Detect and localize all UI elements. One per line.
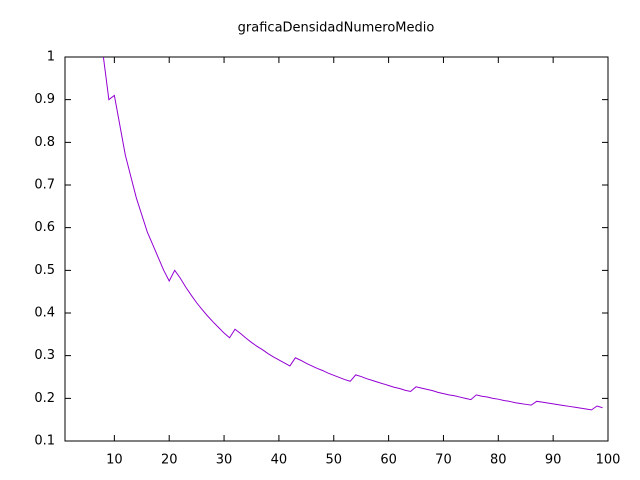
x-tick-label: 20 (161, 453, 178, 468)
x-tick-label: 60 (380, 453, 397, 468)
chart-title: graficaDensidadNumeroMedio (238, 21, 435, 36)
plot-border (64, 56, 609, 442)
x-tick-label: 80 (490, 453, 507, 468)
x-tick-label: 100 (596, 453, 621, 468)
y-tick-label: 0.1 (34, 434, 55, 449)
y-tick-label: 0.4 (34, 306, 55, 321)
x-tick-label: 70 (435, 453, 452, 468)
y-tick-label: 0.9 (34, 92, 55, 107)
x-tick-label: 10 (106, 453, 123, 468)
data-line (102, 57, 603, 411)
x-tick-label: 50 (325, 453, 342, 468)
y-tick-label: 0.7 (34, 178, 55, 193)
y-tick-label: 0.5 (34, 263, 55, 278)
y-tick-label: 1 (47, 50, 55, 65)
y-tick-label: 0.3 (34, 348, 55, 363)
y-tick-label: 0.2 (34, 391, 55, 406)
x-tick-label: 90 (545, 453, 562, 468)
x-tick-label: 40 (271, 453, 288, 468)
x-tick-label: 30 (216, 453, 233, 468)
y-tick-label: 0.6 (34, 220, 55, 235)
y-tick-label: 0.8 (34, 135, 55, 150)
